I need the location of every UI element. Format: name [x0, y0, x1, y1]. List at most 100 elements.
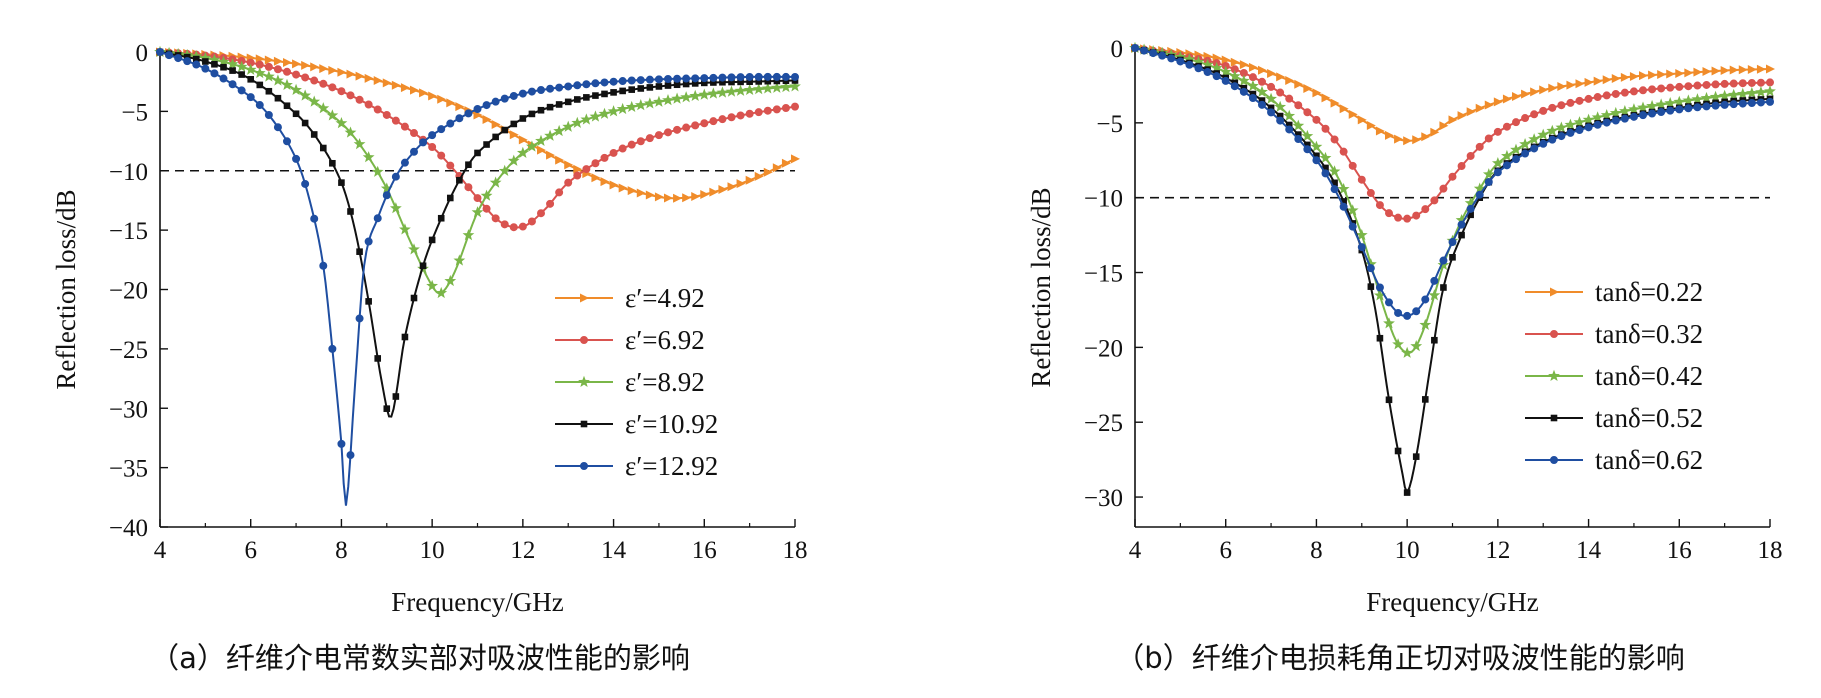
- data-point: [1357, 175, 1366, 184]
- data-point: [319, 261, 328, 270]
- data-point: [1428, 289, 1441, 301]
- data-point: [691, 80, 699, 87]
- data-point: [1702, 67, 1712, 77]
- data-point: [1548, 83, 1558, 93]
- data-point: [1473, 182, 1486, 194]
- data-point: [761, 82, 774, 94]
- data-point: [1237, 74, 1250, 86]
- data-point: [480, 189, 493, 201]
- data-point: [482, 101, 491, 110]
- data-point: [282, 137, 291, 146]
- data-point: [609, 148, 618, 157]
- data-point: [1493, 97, 1503, 107]
- data-point: [199, 51, 212, 63]
- data-point: [264, 111, 273, 120]
- data-point: [362, 151, 375, 163]
- data-point: [253, 66, 266, 79]
- data-point: [1440, 284, 1447, 291]
- data-point: [500, 220, 509, 229]
- data-point: [1410, 339, 1423, 352]
- data-point: [1528, 133, 1541, 145]
- data-point: [707, 87, 720, 99]
- series-0: [1131, 43, 1775, 146]
- data-point: [1718, 89, 1731, 101]
- data-point: [582, 165, 591, 174]
- y-tick-label: −35: [109, 456, 148, 483]
- data-point: [763, 167, 773, 177]
- data-point: [600, 177, 610, 187]
- data-point: [382, 191, 391, 200]
- data-point: [256, 81, 264, 89]
- data-point: [546, 84, 555, 93]
- data-point: [691, 74, 700, 83]
- data-point: [1501, 149, 1513, 162]
- data-point: [1294, 135, 1303, 144]
- data-point: [1639, 86, 1648, 95]
- x-axis-title: Frequency/GHz: [1366, 587, 1538, 617]
- data-point: [364, 100, 373, 109]
- data-point: [1401, 346, 1414, 358]
- data-point: [1412, 453, 1420, 460]
- data-point: [591, 159, 600, 168]
- data-point: [745, 175, 755, 185]
- data-point: [589, 110, 602, 122]
- data-point: [1201, 58, 1214, 70]
- data-point: [1548, 103, 1557, 112]
- data-point: [491, 119, 501, 129]
- data-point: [646, 84, 654, 91]
- data-point: [601, 90, 608, 98]
- data-point: [1530, 87, 1540, 97]
- data-point: [409, 129, 418, 138]
- data-point: [264, 55, 274, 65]
- data-point: [482, 204, 491, 213]
- data-point: [1584, 94, 1593, 103]
- data-point: [1303, 108, 1312, 117]
- data-point: [1557, 132, 1566, 141]
- data-point: [500, 94, 509, 103]
- data-point: [337, 67, 347, 77]
- data-point: [462, 229, 475, 241]
- data-point: [1285, 75, 1295, 85]
- data-point: [709, 73, 718, 82]
- data-point: [192, 55, 200, 63]
- data-point: [346, 451, 355, 460]
- data-point: [501, 126, 509, 134]
- data-point: [680, 91, 693, 103]
- data-point: [607, 105, 620, 117]
- data-point: [1276, 88, 1285, 97]
- data-point: [1738, 79, 1747, 88]
- data-point: [435, 286, 448, 299]
- data-point: [781, 104, 790, 113]
- data-point: [1230, 57, 1240, 67]
- data-point: [1330, 185, 1339, 194]
- data-point: [691, 121, 700, 130]
- data-point: [764, 77, 772, 85]
- data-point: [655, 83, 663, 90]
- data-point: [573, 171, 582, 180]
- data-point: [1403, 489, 1411, 496]
- data-point: [1584, 77, 1594, 87]
- data-point: [183, 57, 192, 66]
- data-point: [246, 93, 255, 102]
- data-point: [1467, 211, 1474, 219]
- data-point: [1458, 231, 1465, 239]
- data-point: [1684, 104, 1693, 113]
- data-point: [507, 154, 520, 166]
- data-point: [1564, 118, 1577, 130]
- data-point: [718, 115, 727, 124]
- data-point: [555, 155, 565, 165]
- data-point: [791, 102, 800, 111]
- data-point: [1566, 98, 1575, 107]
- data-point: [1430, 276, 1439, 285]
- data-point: [573, 164, 583, 174]
- data-point: [1248, 62, 1258, 72]
- data-point: [1629, 71, 1639, 81]
- data-point: [1321, 93, 1331, 103]
- data-point: [226, 57, 239, 70]
- data-point: [770, 81, 783, 93]
- data-point: [1502, 94, 1512, 104]
- data-point: [1648, 109, 1657, 118]
- data-point: [1339, 147, 1348, 156]
- data-point: [1539, 139, 1548, 148]
- data-point: [1747, 64, 1757, 74]
